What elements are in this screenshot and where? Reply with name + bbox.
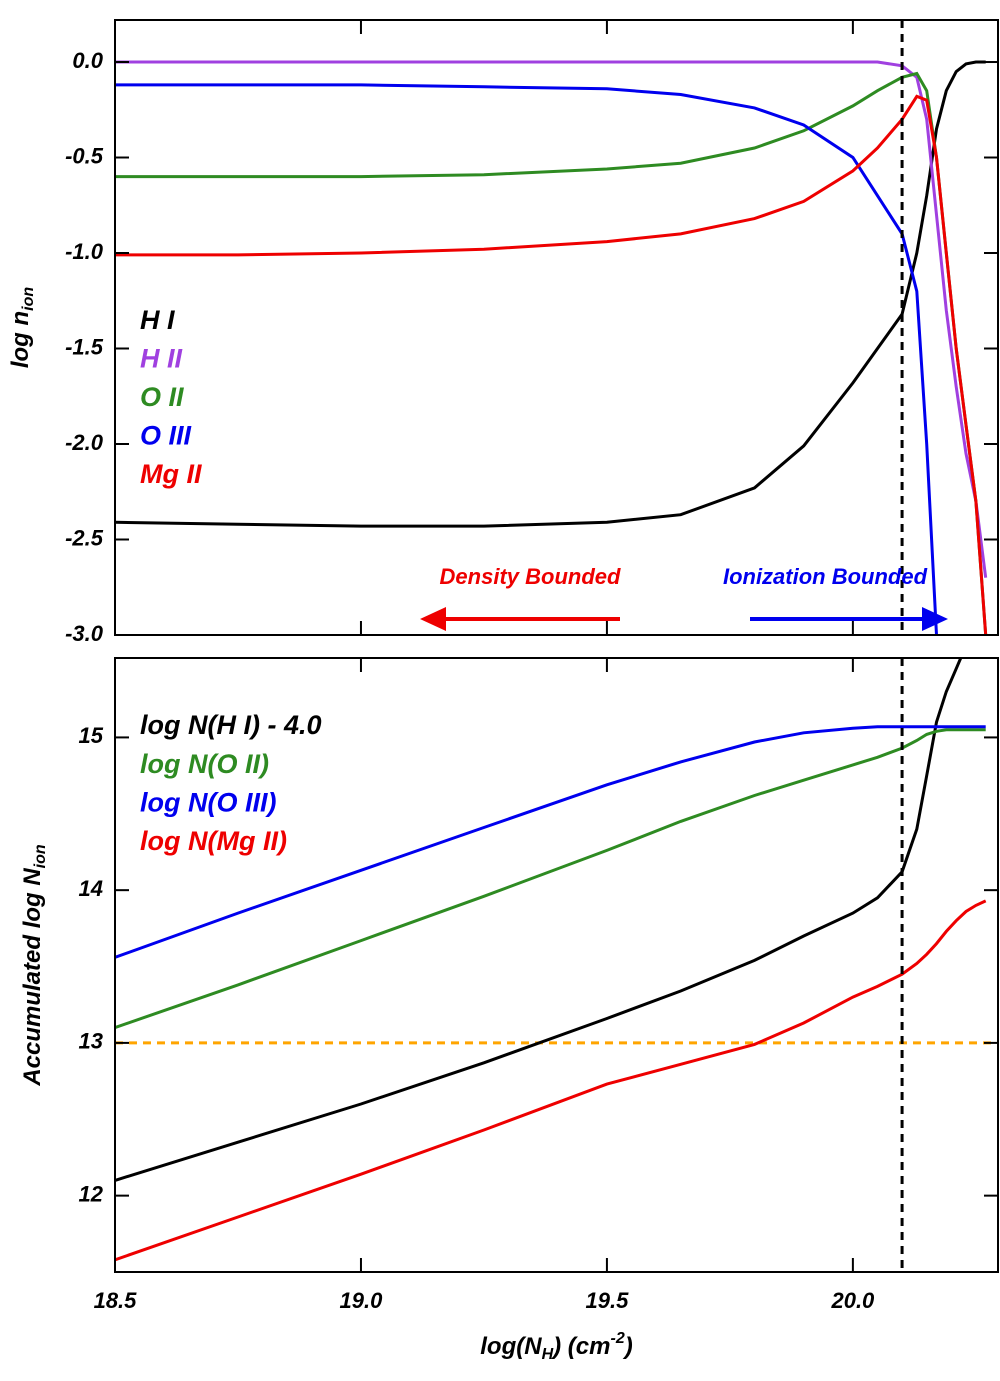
- x-axis-title: log(NH) (cm-2): [480, 1330, 632, 1363]
- legend-entry: O III: [140, 421, 192, 451]
- plot-frame: [114, 19, 999, 636]
- y-tick-label: 13: [79, 1029, 103, 1054]
- annotation: Ionization Bounded: [723, 564, 928, 589]
- annotation: Density Bounded: [440, 564, 621, 589]
- y-tick-label: -2.0: [65, 430, 104, 455]
- y-axis-title: log nion: [7, 287, 37, 369]
- y-tick-label: 15: [79, 723, 104, 748]
- y-tick-label: -1.0: [65, 239, 104, 264]
- y-axis-title-sub: ion: [20, 287, 37, 311]
- y-tick-label: -3.0: [65, 621, 104, 646]
- y-axis-title-sub: ion: [32, 844, 49, 868]
- series-line: [115, 658, 963, 1182]
- series-line: [115, 725, 986, 959]
- legend-entry: H I: [140, 305, 175, 335]
- plot-frame: [114, 657, 999, 1273]
- y-tick-label: -1.5: [65, 334, 104, 359]
- legend-entry: Mg II: [140, 459, 202, 489]
- arrow-head: [922, 607, 948, 631]
- x-axis-title-part: -2: [610, 1330, 624, 1347]
- series-line: [115, 899, 987, 1262]
- series-line: [115, 60, 988, 578]
- x-axis-title-part: ) (cm: [550, 1333, 610, 1360]
- series-line: [115, 60, 986, 528]
- arrow-head: [420, 607, 446, 631]
- plot-area: [115, 20, 988, 635]
- y-axis-title-text: log n: [7, 311, 34, 368]
- x-axis-title-part: log(N: [480, 1333, 542, 1360]
- x-axis-title-part: ): [622, 1333, 633, 1360]
- legend-entry: log N(O III): [140, 788, 276, 818]
- series-line: [115, 83, 938, 635]
- x-axis-title-part: H: [542, 1346, 554, 1363]
- legend-entry: log N(O II): [140, 749, 269, 779]
- series-line: [115, 94, 988, 635]
- series-line: [115, 728, 986, 1030]
- y-axis-title: Accumulated log Nion: [19, 844, 49, 1087]
- x-tick-label: 19.5: [586, 1288, 630, 1313]
- y-tick-label: -0.5: [65, 143, 104, 168]
- y-axis-title-text: Accumulated log N: [19, 868, 46, 1087]
- plot-area: [115, 658, 998, 1272]
- y-tick-label: 0.0: [72, 48, 103, 73]
- y-tick-label: 12: [79, 1181, 104, 1206]
- y-tick-label: -2.5: [65, 525, 104, 550]
- legend-entry: O II: [140, 382, 184, 412]
- y-tick-label: 14: [79, 876, 103, 901]
- x-tick-label: 18.5: [94, 1288, 138, 1313]
- series-line: [115, 71, 988, 635]
- legend-entry: H II: [140, 344, 183, 374]
- x-tick-label: 20.0: [830, 1288, 875, 1313]
- legend-entry: log N(Mg II): [140, 826, 287, 856]
- legend-entry: log N(H I) - 4.0: [140, 710, 322, 740]
- x-tick-label: 19.0: [340, 1288, 384, 1313]
